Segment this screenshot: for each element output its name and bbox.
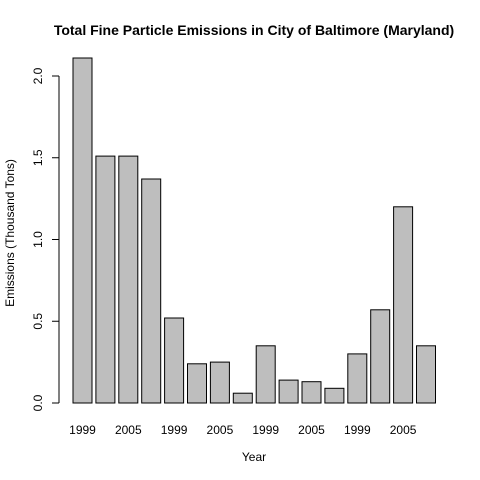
- y-tick-label: 1.0: [31, 231, 45, 248]
- bars-group: [72, 57, 436, 404]
- y-tick-label: 2.0: [31, 67, 45, 84]
- bar-6: [209, 361, 230, 404]
- bar-15: [416, 345, 436, 404]
- x-tick-label: 2005: [390, 423, 417, 437]
- x-tick-label: 2005: [115, 423, 142, 437]
- bar-11: [324, 387, 345, 404]
- x-axis-tick-labels: 1999 2005 1999 2005 1999 2005 1999 2005: [69, 423, 417, 437]
- x-tick-label: 2005: [207, 423, 234, 437]
- bar-14: [393, 206, 414, 404]
- y-axis-label: Emissions (Thousand Tons): [3, 159, 17, 307]
- x-tick-label: 1999: [252, 423, 279, 437]
- chart-title: Total Fine Particle Emissions in City of…: [54, 22, 454, 38]
- bar-4: [164, 317, 185, 404]
- bar-3: [141, 178, 162, 404]
- bar-1: [95, 155, 116, 404]
- x-tick-label: 2005: [298, 423, 325, 437]
- bar-9: [278, 379, 299, 404]
- bar-13: [370, 309, 391, 404]
- bar-12: [347, 353, 368, 404]
- bar-5: [187, 363, 207, 404]
- y-axis: 0.0 0.5 1.0 1.5 2.0: [31, 67, 60, 411]
- x-axis-label: Year: [242, 450, 266, 464]
- x-tick-label: 1999: [69, 423, 96, 437]
- bar-10: [301, 381, 322, 404]
- bar-7: [232, 392, 253, 404]
- y-tick-label: 0.0: [31, 394, 45, 411]
- bar-8: [255, 345, 276, 404]
- x-tick-label: 1999: [161, 423, 188, 437]
- y-tick-label: 0.5: [31, 313, 45, 330]
- bar-2: [118, 155, 139, 404]
- y-tick-label: 1.5: [31, 149, 45, 166]
- bar-0: [72, 57, 93, 404]
- x-tick-label: 1999: [344, 423, 371, 437]
